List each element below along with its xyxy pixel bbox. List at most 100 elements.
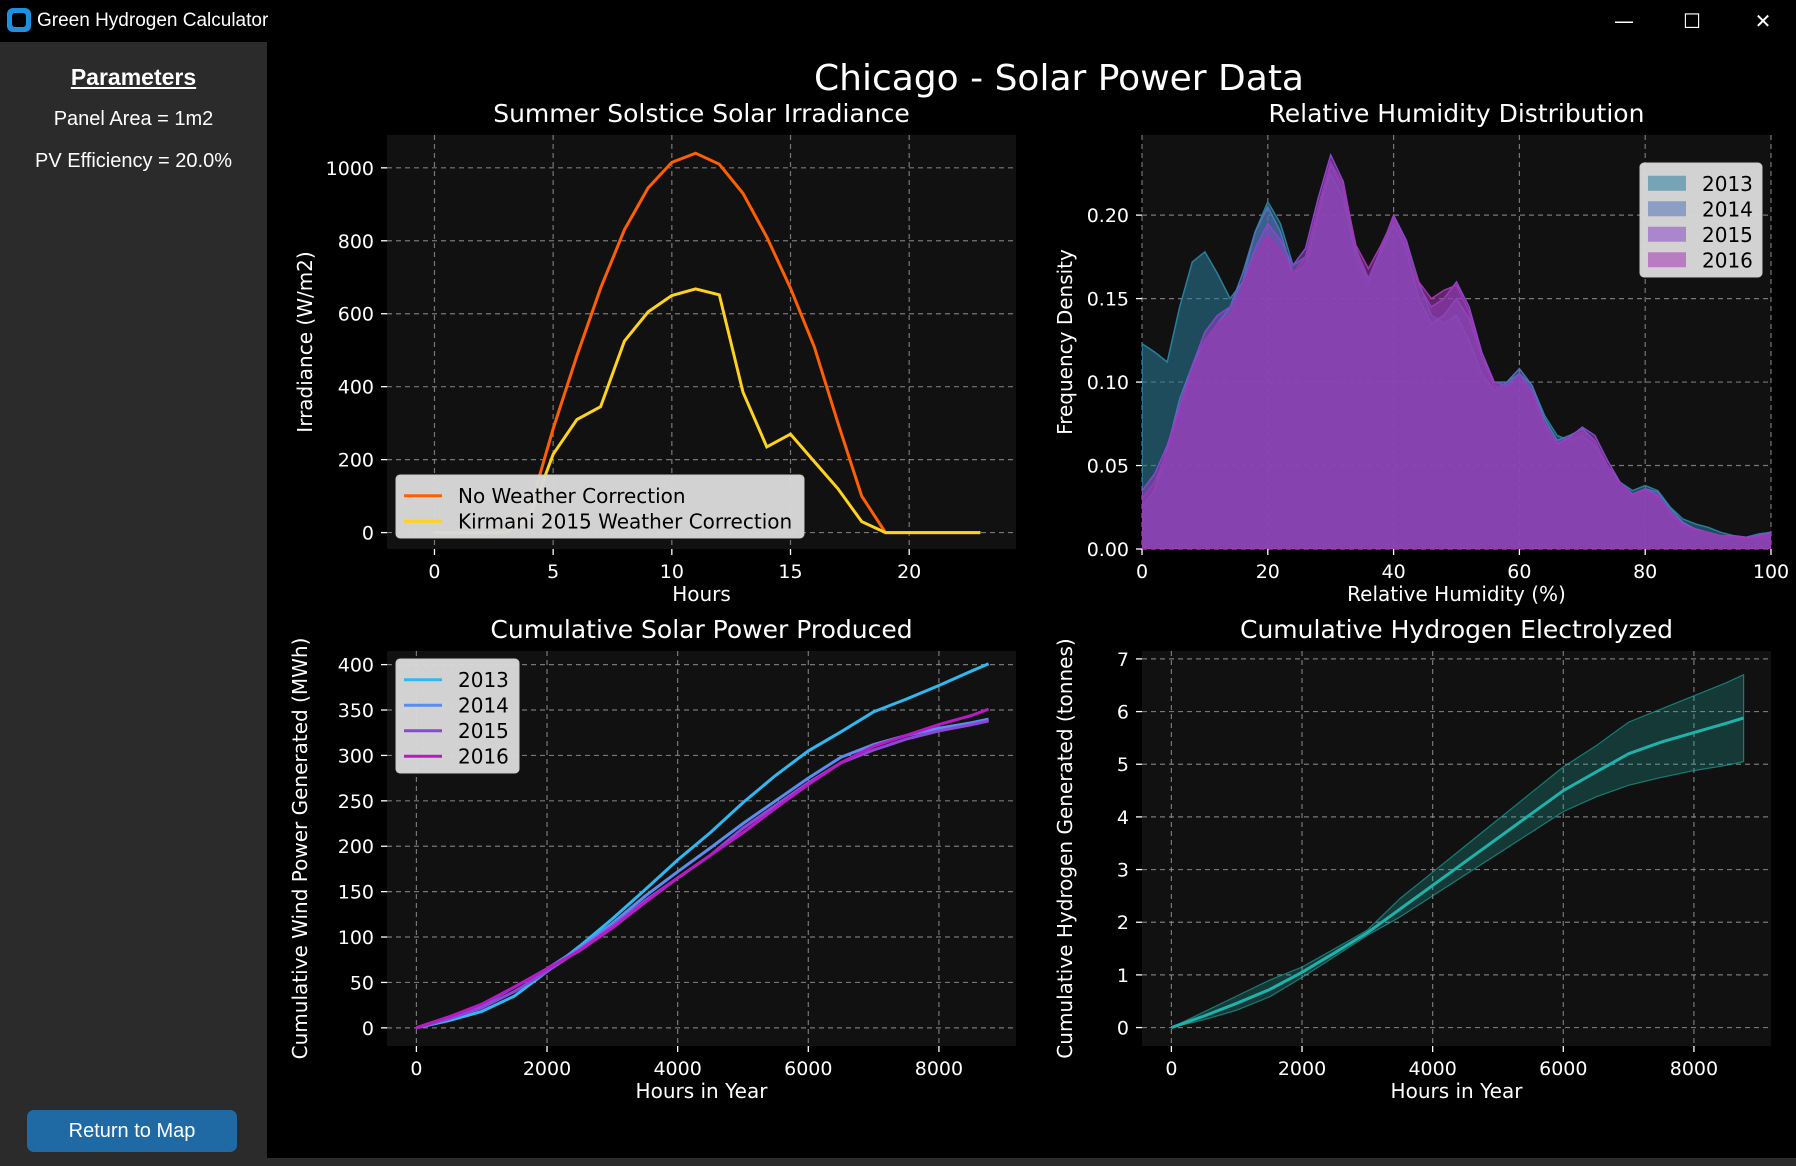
chart-cum: 0 2000 4000 6000 8000 0 50 100 150 200 250 300 350 40… [288,615,1016,1103]
y-tick-label: 4 [1117,807,1129,829]
x-tick-label: 15 [778,561,802,583]
maximize-button[interactable]: ☐ [1683,9,1701,33]
legend-box [1639,162,1763,278]
y-tick-label: 7 [1117,649,1129,671]
legend-entry: 2016 [1702,248,1753,272]
chart-h2: 0 2000 4000 6000 8000 0 1 2 3 4 5 6 7 Cumulative Hydr… [1053,615,1771,1103]
y-tick-label: 200 [338,450,374,472]
x-tick-label: 8000 [1670,1058,1718,1080]
x-tick-label: 80 [1633,561,1657,583]
close-button[interactable]: ✕ [1754,9,1772,33]
figure-canvas: Chicago - Solar Power Data 0 5 10 15 20 0 200 4… [267,42,1796,1158]
kde-area-2016 [1142,159,1771,549]
legend-entry: 2016 [458,744,509,768]
figure-title: Chicago - Solar Power Data [814,58,1304,99]
figure-svg: Chicago - Solar Power Data 0 5 10 15 2002004… [288,58,1789,1103]
y-tick-label: 5 [1117,754,1129,776]
legend-swatch [1648,201,1686,217]
x-tick-label: 20 [897,561,921,583]
legend-box [395,658,520,774]
x-tick-label: 4000 [1408,1058,1456,1080]
legend-swatch [1648,252,1686,268]
x-tick-label: 0 [428,561,440,583]
y-tick-label: 0 [1117,1018,1129,1040]
y-tick-label: 0.20 [1087,205,1129,227]
pv-efficiency-label: PV Efficiency = 20.0% [35,150,232,172]
y-tick-label: 50 [350,972,374,994]
y-tick-label: 3 [1117,860,1129,882]
y-tick-label: 150 [338,882,374,904]
y-tick-label: 0.00 [1087,539,1129,561]
x-axis-label: Relative Humidity (%) [1347,582,1566,606]
x-tick-label: 2000 [523,1058,571,1080]
legend-box [395,474,805,539]
x-axis-label: Hours in Year [636,1079,769,1103]
x-tick-label: 60 [1507,561,1531,583]
legend-swatch [1648,226,1686,242]
y-tick-label: 1 [1117,965,1129,987]
plot-content [1142,152,1771,549]
bottom-border [267,1158,1796,1166]
y-tick-label: 2 [1117,912,1129,934]
y-axis-label: Irradiance (W/m2) [293,251,317,432]
y-axis-label: Cumulative Wind Power Generated (MWh) [288,638,312,1060]
x-tick-label: 6000 [784,1058,832,1080]
x-tick-label: 5 [547,561,559,583]
y-tick-label: 350 [338,700,374,722]
legend-entry: 2013 [1702,172,1753,196]
y-tick-label: 200 [338,836,374,858]
y-tick-label: 400 [338,655,374,677]
legend-entry: 2013 [458,668,509,692]
legend-entry: 2015 [1702,223,1753,247]
y-tick-label: 1000 [326,158,374,180]
x-tick-label: 100 [1753,561,1789,583]
legend-entry: 2014 [458,693,509,717]
y-tick-label: 0 [362,523,374,545]
x-tick-label: 40 [1382,561,1406,583]
legend-swatch [1648,175,1686,191]
y-tick-label: 100 [338,927,374,949]
chart-title: Relative Humidity Distribution [1269,99,1645,128]
x-tick-label: 4000 [653,1058,701,1080]
window-title: Green Hydrogen Calculator [37,10,269,31]
parameters-heading: Parameters [70,64,197,90]
sidebar: Parameters Panel Area = 1m2 PV Efficienc… [0,42,267,1166]
x-tick-label: 10 [660,561,684,583]
legend-entry: 2015 [458,719,509,743]
y-axis-label: Cumulative Hydrogen Generated (tonnes) [1053,638,1077,1058]
x-tick-label: 0 [1165,1058,1177,1080]
x-tick-label: 20 [1256,561,1280,583]
y-tick-label: 0 [362,1018,374,1040]
y-tick-label: 0.10 [1087,372,1129,394]
series-line-2013 [416,662,990,1030]
y-tick-label: 300 [338,745,374,767]
chart-hum: 0 20 40 60 80 100 0.00 0.05 0.10 0.15 0.20 Relative… [1053,99,1789,606]
title-bar: Green Hydrogen Calculator — ☐ ✕ [0,0,1796,42]
series-line-2016 [415,707,990,1030]
y-tick-label: 400 [338,377,374,399]
minimize-button[interactable]: — [1614,9,1634,33]
panel-area-label: Panel Area = 1m2 [53,108,214,130]
legend-entry: 2014 [1702,197,1753,221]
chart-title: Cumulative Solar Power Produced [490,615,912,644]
x-axis-label: Hours [672,582,731,606]
y-tick-label: 800 [338,231,374,253]
y-tick-label: 0.15 [1087,289,1129,311]
app-icon [7,8,31,32]
return-to-map-button[interactable]: Return to Map [27,1110,237,1152]
plot-content [415,662,990,1030]
x-tick-label: 2000 [1278,1058,1326,1080]
y-tick-label: 600 [338,304,374,326]
x-tick-label: 0 [1136,561,1148,583]
y-tick-label: 250 [338,791,374,813]
x-axis-label: Hours in Year [1391,1079,1524,1103]
chart-title: Cumulative Hydrogen Electrolyzed [1240,615,1673,644]
x-tick-label: 8000 [915,1058,963,1080]
y-tick-label: 0.05 [1087,456,1129,478]
legend-entry: Kirmani 2015 Weather Correction [458,509,792,533]
x-tick-label: 0 [410,1058,422,1080]
